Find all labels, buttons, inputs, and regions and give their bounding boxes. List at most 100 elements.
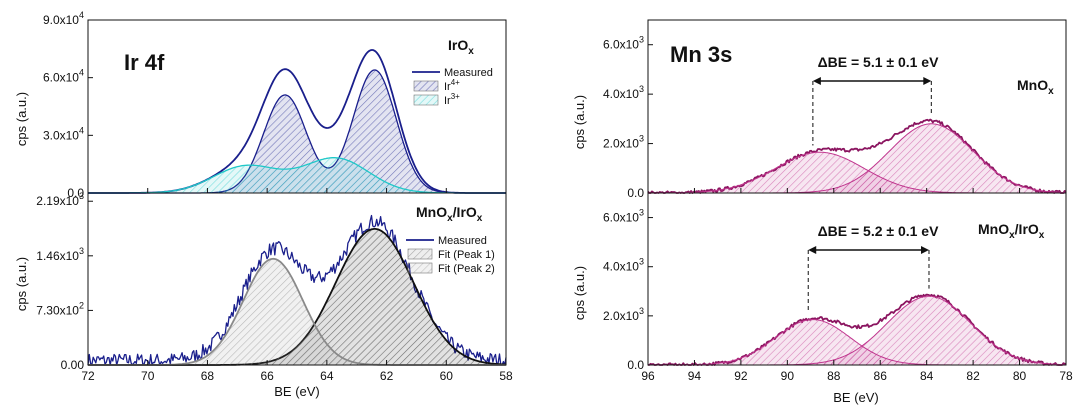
- y-tick-mantissa: 9.0x10: [43, 13, 79, 27]
- sample-label-part: x: [447, 213, 453, 224]
- sample-label-part: MnO: [1017, 77, 1048, 93]
- y-tick-label-1-1: 7.30x102: [36, 300, 84, 317]
- x-tick-label-1-2: 68: [201, 369, 215, 383]
- delta-arrowhead-right-2: [923, 77, 932, 85]
- sample-label-part: x: [1039, 230, 1045, 241]
- y-tick-label-3-0: 0.0: [627, 358, 644, 372]
- x-tick-label-3-6: 84: [920, 369, 934, 383]
- left-panel-label: Ir 4f: [124, 50, 165, 75]
- y-tick-mantissa: 2.0x10: [603, 137, 639, 151]
- legend-text: Ir: [444, 81, 451, 93]
- y-tick-exponent: 2: [79, 300, 84, 310]
- x-tick-label-3-4: 88: [827, 369, 841, 383]
- legend-label-0-1: Ir4+: [444, 78, 460, 93]
- y-tick-mantissa: 7.30x10: [36, 303, 79, 317]
- sample-label-part: x: [1048, 86, 1054, 97]
- legend-label-1-1: Fit (Peak 1): [438, 249, 495, 261]
- x-tick-label-3-8: 80: [1013, 369, 1027, 383]
- x-tick-label-1-0: 72: [81, 369, 95, 383]
- y-tick-exponent: 3: [639, 35, 644, 45]
- y-tick-mantissa: 6.0x10: [603, 38, 639, 52]
- y-tick-exponent: 3: [639, 306, 644, 316]
- sample-label-part: x: [468, 46, 474, 57]
- legend-superscript: 4+: [451, 78, 460, 87]
- y-tick-mantissa: 3.0x10: [43, 128, 79, 142]
- y-tick-label-2-0: 0.0: [627, 186, 644, 200]
- series-fill-2-1: [648, 152, 1066, 193]
- y-tick-mantissa: 0.00: [61, 358, 85, 372]
- x-tick-label-1-3: 66: [260, 369, 274, 383]
- y-tick-exponent: 3: [639, 134, 644, 144]
- x-tick-label-3-7: 82: [966, 369, 980, 383]
- chart-panel-3: 96 94 92 90 88 86 84 82 80 780.02.0x1034.0x1036.0…: [603, 192, 1073, 383]
- y-tick-label-3-3: 6.0x103: [603, 208, 644, 225]
- legend-swatch-1-1: [407, 248, 433, 260]
- legend-label-1-2: Fit (Peak 2): [438, 263, 495, 275]
- y-tick-exponent: 3: [639, 208, 644, 218]
- x-tick-label-3-0: 96: [641, 369, 655, 383]
- series-fill-0-2: [88, 157, 506, 193]
- y-tick-exponent: 4: [79, 68, 84, 78]
- y-tick-mantissa: 0.0: [627, 186, 644, 200]
- plot-frame-1: [87, 192, 507, 366]
- right-top-y-axis-label: cps (a.u.): [572, 95, 587, 149]
- left-top-y-axis-label: cps (a.u.): [14, 92, 29, 146]
- legend-text: Ir: [444, 95, 451, 107]
- sample-label-part: MnO: [416, 204, 447, 220]
- legend-superscript: 3+: [451, 92, 460, 101]
- y-tick-exponent: 3: [79, 246, 84, 256]
- y-tick-label-0-1: 3.0x104: [43, 125, 84, 142]
- series-fill-2-2: [648, 123, 1066, 193]
- sample-label-part: x: [1009, 230, 1015, 241]
- y-tick-mantissa: 1.46x10: [36, 249, 79, 263]
- y-tick-label-2-2: 4.0x103: [603, 84, 644, 101]
- x-tick-label-3-2: 92: [734, 369, 748, 383]
- delta-arrowhead-right-3: [920, 246, 929, 254]
- sample-label-2: MnOx: [1017, 77, 1054, 97]
- y-tick-exponent: 4: [79, 125, 84, 135]
- sample-label-part: MnO: [978, 221, 1009, 237]
- y-tick-mantissa: 2.0x10: [603, 309, 639, 323]
- right-bottom-y-axis-label: cps (a.u.): [572, 266, 587, 320]
- left-x-axis-label: BE (eV): [274, 384, 320, 399]
- legend-text: Measured: [438, 235, 487, 247]
- delta-arrowhead-left-2: [812, 77, 821, 85]
- y-tick-label-2-3: 6.0x103: [603, 35, 644, 52]
- legend-swatch-0-2: [413, 94, 439, 106]
- x-tick-label-3-5: 86: [874, 369, 888, 383]
- y-tick-exponent: 3: [639, 84, 644, 94]
- y-tick-label-3-1: 2.0x103: [603, 306, 644, 323]
- x-tick-label-3-9: 78: [1059, 369, 1073, 383]
- chart-panel-1: 72 70 68 66 64 62 60 580.007.30x1021.46x1032.19…: [36, 191, 513, 383]
- y-tick-mantissa: 0.0: [67, 186, 84, 200]
- plot-frame-3: [647, 192, 1067, 366]
- y-tick-mantissa: 0.0: [627, 358, 644, 372]
- y-tick-label-1-3: 2.19x103: [36, 191, 84, 208]
- y-tick-label-0-2: 6.0x104: [43, 68, 84, 85]
- legend-swatch-1-2: [407, 262, 433, 274]
- sample-label-part: IrO: [448, 37, 468, 53]
- y-tick-mantissa: 6.0x10: [43, 71, 79, 85]
- x-tick-label-3-3: 90: [781, 369, 795, 383]
- x-tick-label-1-1: 70: [141, 369, 155, 383]
- series-fill-1-1: [88, 228, 506, 365]
- chart-panel-0: 0.03.0x1046.0x1049.0x104IrOxMeasuredIr4+…: [43, 10, 507, 200]
- y-tick-mantissa: 6.0x10: [603, 211, 639, 225]
- right-x-axis-label: BE (eV): [833, 390, 879, 405]
- right-panel-label: Mn 3s: [670, 42, 732, 67]
- y-tick-label-0-0: 0.0: [67, 186, 84, 200]
- series-fill-3-1: [648, 319, 1066, 365]
- y-tick-label-1-0: 0.00: [61, 358, 85, 372]
- delta-be-label-3: ΔBE = 5.2 ± 0.1 eV: [818, 223, 940, 239]
- x-tick-label-1-6: 60: [440, 369, 454, 383]
- delta-arrowhead-left-3: [808, 246, 817, 254]
- y-tick-exponent: 3: [79, 191, 84, 201]
- sample-label-1: MnOx/IrOx: [416, 204, 483, 224]
- legend-label-0-2: Ir3+: [444, 92, 460, 107]
- y-tick-exponent: 3: [639, 257, 644, 267]
- series-fill-0-1: [88, 70, 506, 193]
- y-tick-mantissa: 2.19x10: [36, 194, 79, 208]
- legend-label-0-0: Measured: [444, 67, 493, 79]
- series-fill-3-2: [648, 296, 1066, 365]
